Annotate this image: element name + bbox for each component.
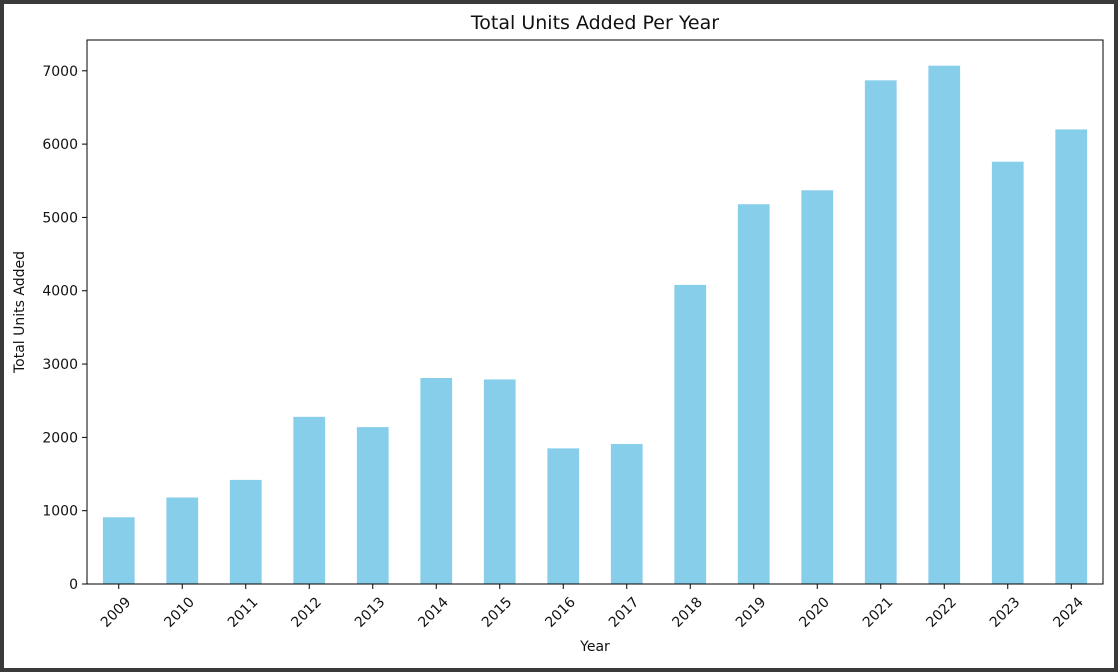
bar-2024 — [1055, 129, 1088, 584]
y-tick-label: 6000 — [42, 137, 78, 153]
y-tick-label: 1000 — [42, 504, 78, 520]
x-tick-label: 2012 — [288, 594, 325, 631]
bar-2012 — [293, 416, 326, 584]
x-tick-label: 2015 — [479, 594, 516, 631]
x-tick-label: 2013 — [352, 594, 389, 631]
bar-2023 — [991, 161, 1024, 585]
bars-group — [102, 65, 1088, 585]
y-axis-label: Total Units Added — [12, 251, 28, 374]
y-tick-label: 7000 — [42, 64, 78, 80]
x-tick-label: 2014 — [415, 594, 452, 631]
bar-2016 — [547, 448, 580, 584]
x-tick-label: 2020 — [796, 594, 833, 631]
x-axis-label: Year — [579, 639, 610, 655]
x-tick-label: 2022 — [923, 594, 960, 631]
bar-2022 — [928, 65, 961, 584]
bar-2017 — [610, 443, 643, 584]
bar-2019 — [737, 204, 770, 584]
y-axis-ticks: 0 1000 2000 3000 4000 5000 6000 7000 — [42, 64, 87, 593]
x-axis-ticks: 2009 2010 2011 2012 2013 2014 2015 2016 2017 2018… — [98, 584, 1087, 631]
y-tick-label: 5000 — [42, 210, 78, 226]
bar-2014 — [420, 377, 453, 584]
x-tick-label: 2018 — [669, 594, 706, 631]
y-tick-label: 0 — [69, 577, 78, 593]
bar-2009 — [102, 517, 135, 584]
bar-2011 — [229, 479, 262, 584]
x-tick-label: 2019 — [733, 594, 770, 631]
x-tick-label: 2011 — [225, 594, 262, 631]
bar-2018 — [674, 284, 707, 584]
x-tick-label: 2010 — [161, 594, 198, 631]
y-tick-label: 3000 — [42, 357, 78, 373]
x-tick-label: 2009 — [98, 594, 135, 631]
y-tick-label: 4000 — [42, 284, 78, 300]
x-tick-label: 2017 — [606, 594, 643, 631]
chart-title: Total Units Added Per Year — [470, 12, 719, 34]
bar-2015 — [483, 379, 516, 584]
x-tick-label: 2024 — [1050, 594, 1087, 631]
plot-area-border — [86, 39, 1104, 585]
x-tick-label: 2021 — [860, 594, 897, 631]
bar-2020 — [801, 190, 834, 584]
bar-2010 — [166, 497, 199, 584]
x-tick-label: 2016 — [542, 594, 579, 631]
x-tick-label: 2023 — [987, 594, 1024, 631]
bar-chart: Total Units Added Per Year 0 1000 2000 3000… — [12, 12, 1104, 655]
y-tick-label: 2000 — [42, 430, 78, 446]
bar-2013 — [356, 427, 389, 584]
bar-2021 — [864, 80, 897, 584]
